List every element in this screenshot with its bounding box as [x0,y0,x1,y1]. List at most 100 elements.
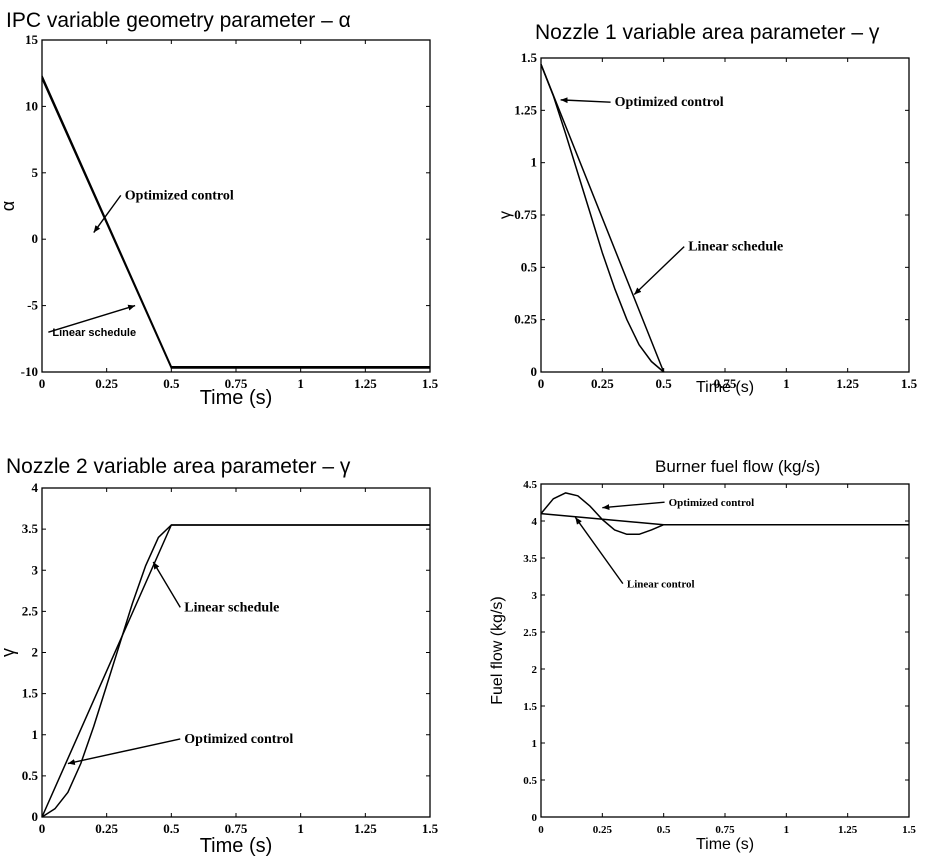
y-tick-label: 1 [531,155,538,170]
y-tick-label: 4.5 [523,479,537,491]
x-tick-label: 0.75 [714,376,737,391]
y-tick-label: 5 [32,165,39,180]
x-tick-label: 1.25 [354,821,377,836]
y-axis-label: Fuel flow (kg/s) [489,596,506,704]
y-tick-label: 0.5 [523,775,537,787]
chart-title: IPC variable geometry parameter – α [6,9,351,32]
y-tick-label: -10 [21,364,38,379]
series-line-2 [540,512,909,526]
x-tick-label: 0 [538,376,545,391]
annotation-label: Optimized control [669,497,755,509]
chart-title: Burner fuel flow (kg/s) [655,457,820,476]
x-tick-label: 0 [538,824,544,836]
y-tick-label: 0 [32,231,39,246]
annotation-label: Linear schedule [184,600,279,615]
y-tick-label: 0 [531,364,538,379]
x-tick-label: 1.5 [902,824,916,836]
annotation-arrow [602,501,665,511]
x-tick-label: 0.5 [657,824,671,836]
x-tick-label: 1.5 [901,376,918,391]
y-tick-label: 1.5 [22,686,39,701]
annotation-arrow [67,738,181,765]
x-tick-label: 0.25 [95,821,118,836]
annotation-label: Optimized control [184,732,293,747]
plot-frame [41,487,431,818]
y-tick-label: 0 [532,812,538,824]
series-line-1 [41,75,430,368]
x-tick-label: 0.75 [225,376,248,391]
annotation-label: Optimized control [125,188,234,203]
x-axis-label: Time (s) [696,379,754,396]
y-tick-label: 4 [32,480,39,495]
x-tick-label: 1.25 [354,376,377,391]
x-tick-label: 1.25 [838,824,858,836]
annotation-label: Linear schedule [688,240,783,255]
x-tick-label: 0.5 [163,376,180,391]
x-tick-label: 1.25 [836,376,859,391]
y-tick-label: 15 [25,32,39,47]
x-tick-label: 0.25 [593,824,613,836]
y-tick-label: 0.75 [514,207,537,222]
plot-frame [540,483,910,818]
annotation-arrow [574,516,624,585]
x-tick-label: 0.5 [163,821,180,836]
series-line-1 [41,524,430,818]
y-tick-label: 3.5 [523,553,537,565]
y-tick-label: 2.5 [22,603,39,618]
x-tick-label: 1 [297,821,304,836]
y-tick-label: 1 [532,738,538,750]
y-tick-label: 10 [25,98,38,113]
x-tick-label: 0.25 [591,376,614,391]
series-line-2 [41,524,430,818]
series-line-2 [540,64,665,373]
annotation-arrow [152,561,181,608]
y-tick-label: -5 [27,298,38,313]
x-tick-label: 0 [39,376,46,391]
x-tick-label: 1 [783,376,790,391]
y-tick-label: 2 [532,664,538,676]
chart-title: Nozzle 1 variable area parameter – γ [535,21,880,44]
annotation-label: Linear control [627,579,695,591]
y-axis-label: γ [0,648,18,657]
x-tick-label: 1 [297,376,304,391]
y-tick-label: 1.5 [523,701,537,713]
y-tick-label: 3 [532,590,538,602]
x-axis-label: Time (s) [200,387,273,409]
x-axis-label: Time (s) [200,835,273,857]
y-tick-label: 0 [32,809,39,824]
y-tick-label: 1 [32,727,39,742]
plot-frame [540,57,910,373]
x-tick-label: 0.75 [225,821,248,836]
y-tick-label: 3 [32,562,39,577]
annotation-arrow [560,97,611,104]
annotation-arrow [633,246,685,296]
chart-panel-4: Burner fuel flow (kg/s) 0 0.25 0.5 0.75 1 1.25… [489,457,916,853]
y-tick-label: 1.5 [521,50,538,65]
x-tick-label: 0 [39,821,46,836]
series-line-2 [41,78,430,369]
x-tick-label: 0.75 [715,824,735,836]
x-tick-label: 1.5 [422,821,439,836]
y-tick-label: 0.25 [514,312,537,327]
annotation-arrow [93,194,122,233]
x-tick-label: 1.5 [422,376,439,391]
chart-title: Nozzle 2 variable area parameter – γ [6,455,351,478]
y-tick-label: 0.5 [22,768,39,783]
annotation-label: Optimized control [615,95,724,110]
annotation-label: Linear schedule [52,327,136,339]
y-tick-label: 3.5 [22,521,39,536]
x-axis-label: Time (s) [696,836,754,853]
annotation-arrow [48,304,136,333]
y-tick-label: 1.25 [514,102,537,117]
chart-panel-3: Nozzle 2 variable area parameter – γ 0 0.2… [0,455,439,857]
series-line-1 [540,64,665,373]
y-tick-label: 0.5 [521,259,538,274]
chart-panel-1: IPC variable geometry parameter – α 0 0.25… [0,9,439,409]
y-tick-label: 4 [532,516,538,528]
x-tick-label: 0.25 [95,376,118,391]
series-line-1 [540,492,909,536]
y-axis-label: α [0,201,18,211]
x-tick-label: 0.5 [656,376,673,391]
y-tick-label: 2.5 [523,627,537,639]
